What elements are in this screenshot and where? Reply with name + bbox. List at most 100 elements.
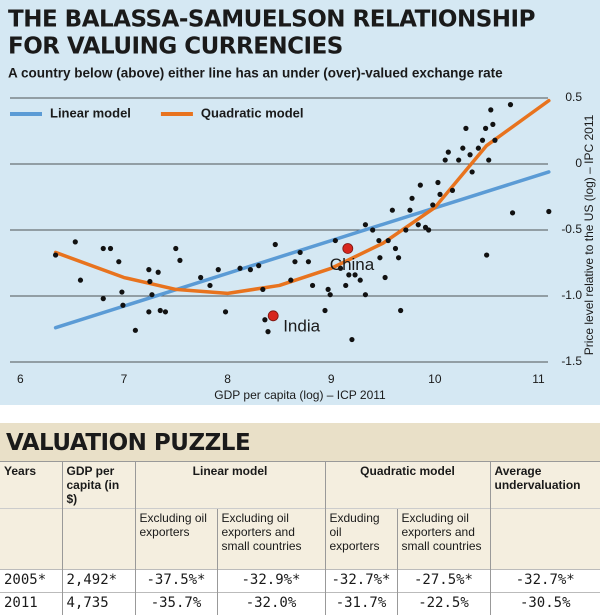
x-tick-label: 11	[532, 372, 545, 386]
scatter-point	[418, 183, 423, 188]
highlight-point	[343, 243, 353, 253]
chart-subtitle: A country below (above) either line has …	[8, 66, 503, 81]
scatter-point	[470, 169, 475, 174]
chart-title: FOR VALUING CURRENCIES	[8, 34, 343, 60]
scatter-point	[216, 267, 221, 272]
y-tick-label: 0.5	[565, 90, 582, 104]
scatter-point	[492, 138, 497, 143]
scatter-point	[480, 138, 485, 143]
chart-title: THE BALASSA-SAMUELSON RELATIONSHIP	[8, 7, 535, 33]
scatter-point	[146, 309, 151, 314]
scatter-point	[322, 308, 327, 313]
table-cell: Excluding oil exporters and small countr…	[217, 509, 325, 570]
y-tick-label: -0.5	[561, 222, 582, 236]
scatter-point	[446, 150, 451, 155]
scatter-point	[508, 102, 513, 107]
scatter-point	[463, 126, 468, 131]
scatter-point	[376, 238, 381, 243]
table-cell	[0, 509, 62, 570]
scatter-point	[310, 283, 315, 288]
scatter-point	[443, 157, 448, 162]
scatter-point	[386, 238, 391, 243]
table-cell: Exduding oil exporters	[325, 509, 397, 570]
highlight-point	[268, 311, 278, 321]
scatter-point	[377, 255, 382, 260]
scatter-point	[177, 258, 182, 263]
table-cell: -32.7%*	[325, 570, 397, 593]
table-cell: Quadratic model	[325, 462, 490, 509]
table-cell: Linear model	[135, 462, 325, 509]
table-cell: Excluding oil exporters and small countr…	[397, 509, 490, 570]
scatter-point	[450, 188, 455, 193]
scatter-point	[546, 209, 551, 214]
scatter-point	[416, 222, 421, 227]
y-axis-title: Price level relative to the US (log) – I…	[582, 114, 596, 355]
table-cell: 2,492*	[62, 570, 135, 593]
scatter-point	[363, 292, 368, 297]
scatter-point	[456, 157, 461, 162]
scatter-point	[146, 267, 151, 272]
scatter-point	[119, 289, 124, 294]
x-tick-label: 7	[121, 372, 128, 386]
x-tick-label: 9	[328, 372, 335, 386]
legend-label: Quadratic model	[201, 105, 304, 120]
scatter-point	[147, 279, 152, 284]
table-cell: 2005*	[0, 570, 62, 593]
scatter-point	[120, 303, 125, 308]
scatter-point	[133, 328, 138, 333]
scatter-point	[435, 180, 440, 185]
table-cell: -27.5%*	[397, 570, 490, 593]
x-tick-label: 8	[224, 372, 231, 386]
legend-label: Linear model	[50, 105, 131, 120]
table-cell: -37.5%*	[135, 570, 217, 593]
scatter-point	[430, 202, 435, 207]
scatter-point	[292, 259, 297, 264]
scatter-point	[437, 192, 442, 197]
table-cell: GDP per capita (in $)	[62, 462, 135, 509]
x-axis-title: GDP per capita (log) – ICP 2011	[214, 388, 386, 402]
scatter-point	[328, 292, 333, 297]
x-tick-label: 10	[428, 372, 442, 386]
scatter-point	[260, 287, 265, 292]
table-cell: Excluding oil exporters	[135, 509, 217, 570]
table-row: 2005*2,492*-37.5%*-32.9%*-32.7%*-27.5%*-…	[0, 570, 600, 593]
table-cell: -32.9%*	[217, 570, 325, 593]
scatter-point	[78, 278, 83, 283]
scatter-point	[343, 283, 348, 288]
y-tick-label: -1.5	[561, 354, 582, 368]
scatter-point	[207, 283, 212, 288]
x-tick-label: 6	[17, 372, 24, 386]
scatter-point	[484, 252, 489, 257]
table-cell: Average undervaluation	[490, 462, 600, 509]
scatter-point	[73, 239, 78, 244]
table-cell: -32.7%*	[490, 570, 600, 593]
scatter-point	[265, 329, 270, 334]
scatter-point	[333, 238, 338, 243]
scatter-point	[108, 246, 113, 251]
table-title: VALUATION PUZZLE	[0, 423, 600, 461]
scatter-point	[370, 227, 375, 232]
scatter-point	[403, 227, 408, 232]
scatter-point	[248, 267, 253, 272]
scatter-point	[488, 107, 493, 112]
y-tick-label: -1.0	[561, 288, 582, 302]
y-tick-label: 0	[575, 156, 582, 170]
scatter-point	[156, 270, 161, 275]
scatter-point	[486, 157, 491, 162]
scatter-point	[467, 152, 472, 157]
scatter-point	[273, 242, 278, 247]
scatter-point	[349, 337, 354, 342]
scatter-point	[101, 296, 106, 301]
scatter-point	[483, 126, 488, 131]
scatter-point	[383, 275, 388, 280]
scatter-point	[396, 255, 401, 260]
scatter-point	[298, 250, 303, 255]
scatter-point	[363, 222, 368, 227]
scatter-point	[490, 122, 495, 127]
highlight-label: China	[330, 255, 375, 274]
table-cell	[490, 509, 600, 570]
